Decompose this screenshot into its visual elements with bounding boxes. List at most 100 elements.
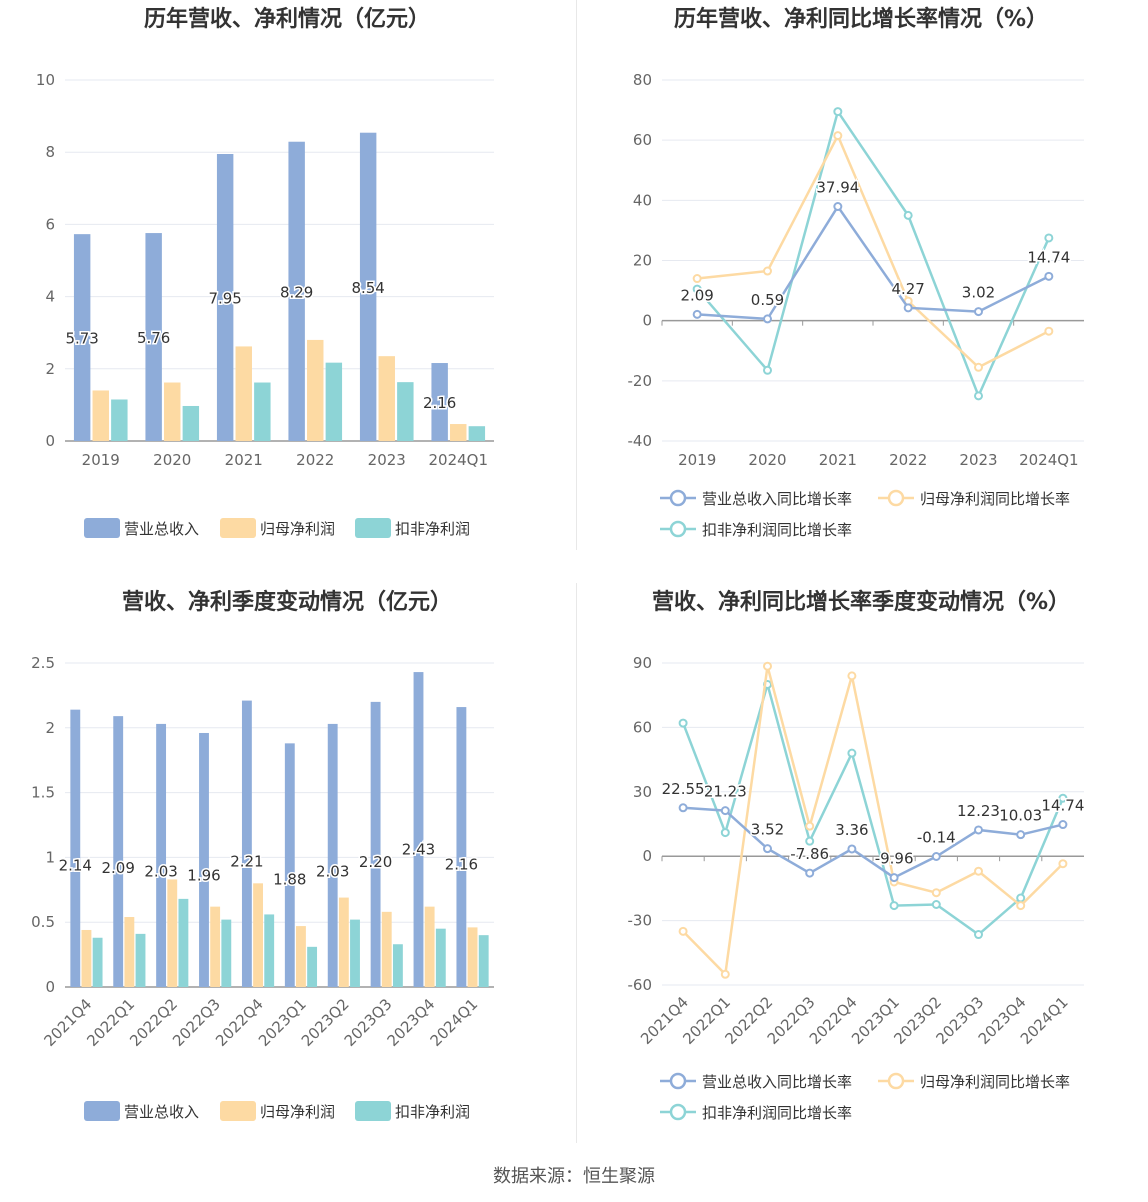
bar-revenue — [216, 154, 234, 441]
data-label: -0.14 — [917, 829, 956, 847]
bar-netprofit — [164, 382, 181, 441]
data-label: 2.16 — [423, 394, 456, 412]
bar-netprofit — [450, 424, 467, 441]
line-point — [903, 303, 913, 313]
y-tick-label: 2 — [45, 360, 55, 378]
data-label: 5.73 — [65, 330, 98, 348]
y-tick-label: 8 — [45, 143, 55, 161]
chart-annual-growth-rate-svg: 历年营收、净利同比增长率情况（%） -40 -20 0 20 40 60 80 2019 2020… — [628, 6, 1084, 539]
bar-deducted — [392, 944, 403, 987]
line-point — [763, 844, 772, 854]
data-label: 2.09 — [680, 286, 713, 304]
x-tick-label: 2019 — [678, 451, 716, 469]
bar-revenue — [70, 709, 81, 987]
line-point — [833, 107, 843, 117]
bar-revenue — [327, 723, 338, 987]
line-point — [974, 866, 983, 876]
line-revenue-growth — [697, 204, 1050, 321]
x-tick-label: 2023 — [959, 451, 997, 469]
bar-deducted — [435, 928, 446, 987]
y-tick-label: 80 — [633, 71, 652, 89]
bar-deducted — [478, 935, 489, 987]
data-label: 0.59 — [751, 291, 784, 309]
x-tick-label: 2019 — [82, 451, 120, 469]
legend-label: 营业总收入 — [124, 1103, 199, 1121]
y-tick-label: 0.5 — [31, 913, 55, 931]
data-label: 21.23 — [704, 783, 747, 801]
bar-deducted — [264, 914, 275, 987]
bar-deducted — [182, 405, 200, 441]
y-tick-label: 10 — [36, 71, 55, 89]
bar-netprofit — [124, 917, 135, 987]
data-label: 4.27 — [891, 280, 924, 298]
bar-revenue — [113, 716, 124, 987]
chart-title: 营收、净利季度变动情况（亿元） — [122, 589, 452, 615]
bar-deducted — [307, 946, 318, 987]
y-tick-label: 20 — [633, 252, 652, 270]
data-label: 2.21 — [230, 853, 263, 871]
x-tick-label: 2024Q1 — [1017, 993, 1072, 1048]
chart-annual-growth-rate: 历年营收、净利同比增长率情况（%） -40 -20 0 20 40 60 80 2019 2020… — [574, 0, 1148, 560]
data-label: 14.74 — [1041, 797, 1084, 815]
line-point — [692, 284, 702, 294]
y-tick-label: 1.5 — [31, 784, 55, 802]
bar-revenue — [156, 723, 167, 987]
bar-netprofit — [378, 356, 395, 441]
data-label: 8.29 — [280, 283, 313, 301]
data-label: 2.43 — [402, 841, 435, 859]
bar-deducted — [468, 426, 486, 441]
chart-quarterly-revenue-profit-svg: 营收、净利季度变动情况（亿元）00.511.522.52021Q42022Q12… — [31, 589, 494, 1121]
y-tick-label: 30 — [633, 783, 652, 801]
bar-deducted — [135, 933, 146, 987]
bar-netprofit — [235, 346, 252, 441]
line-point — [720, 828, 730, 838]
data-label: -9.96 — [875, 850, 914, 868]
y-tick-label: -40 — [628, 432, 653, 450]
line-point — [889, 901, 899, 911]
legend-label: 归母净利润同比增长率 — [920, 490, 1070, 508]
x-tick-label: 2021 — [225, 451, 263, 469]
bar-revenue — [284, 743, 295, 987]
y-tick-label: 0 — [642, 312, 652, 330]
line-point — [1016, 901, 1026, 911]
legend-label: 归母净利润 — [260, 520, 335, 538]
line-point — [903, 210, 913, 220]
line-deducted-growth — [681, 679, 1065, 937]
line-point — [692, 274, 702, 284]
line-point — [805, 821, 815, 831]
bar-netprofit — [92, 390, 109, 441]
line-point — [974, 307, 983, 317]
data-label: 12.23 — [957, 802, 1000, 820]
x-tick-label: 2020 — [748, 451, 786, 469]
x-tick-label: 2023 — [368, 451, 406, 469]
chart-title: 历年营收、净利情况（亿元） — [144, 6, 430, 32]
bar-netprofit — [167, 879, 178, 987]
y-tick-label: -60 — [628, 976, 653, 994]
data-label: 7.95 — [208, 290, 241, 308]
data-label: 2.20 — [359, 853, 392, 871]
line-point — [763, 314, 772, 324]
legend-marker — [669, 1072, 687, 1090]
chart-title: 营收、净利同比增长率季度变动情况（%） — [652, 589, 1070, 615]
bar-revenue — [456, 707, 467, 987]
data-label: 10.03 — [999, 807, 1042, 825]
bar-deducted — [221, 919, 232, 987]
line-point — [678, 926, 688, 936]
legend-swatch — [220, 1101, 256, 1121]
chart-quarterly-growth-rate: 营收、净利同比增长率季度变动情况（%） -60 -30 0 30 60 90 2021Q4 20… — [574, 583, 1148, 1143]
line-point — [931, 852, 941, 862]
y-tick-label: 2 — [45, 719, 55, 737]
y-tick-label: 60 — [633, 131, 652, 149]
line-revenue-growth — [683, 806, 1064, 880]
bar-netprofit — [296, 926, 306, 987]
data-label: 5.76 — [137, 329, 170, 347]
vertical-divider-top — [576, 0, 577, 550]
x-tick-label: 2020 — [153, 451, 191, 469]
line-point — [1058, 793, 1068, 803]
line-point — [1058, 859, 1068, 869]
x-tick-label: 2024Q1 — [427, 995, 482, 1050]
data-label: 3.52 — [751, 821, 784, 839]
legend-swatch — [84, 1101, 120, 1121]
data-label: 22.55 — [662, 780, 705, 798]
bar-revenue — [199, 732, 209, 987]
